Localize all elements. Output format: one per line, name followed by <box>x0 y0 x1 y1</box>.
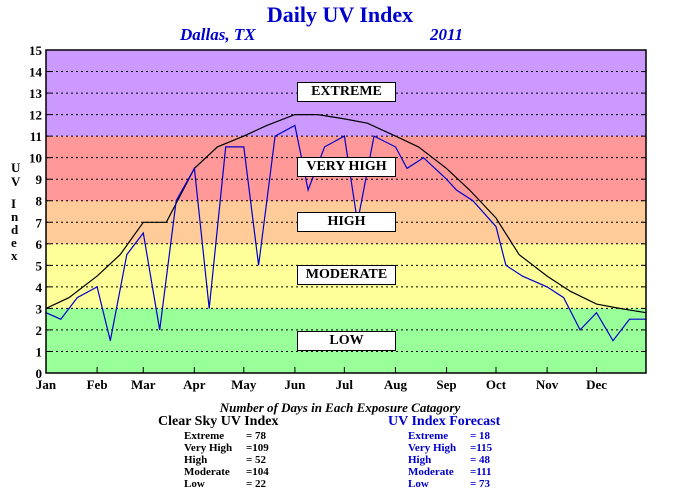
ylabel-letter: d <box>11 222 19 237</box>
ylabel-letter: n <box>11 209 19 224</box>
series-line-clear-sky <box>45 113 647 314</box>
y-tick-label: 15 <box>29 43 43 58</box>
x-tick-label: Jun <box>284 377 306 392</box>
x-tick-label: Aug <box>384 377 408 392</box>
x-tick-label: Apr <box>183 377 206 392</box>
x-tick-label: Mar <box>131 377 156 392</box>
forecast-row-label: High <box>408 454 432 466</box>
y-tick-label: 12 <box>29 108 42 123</box>
band-label-high: HIGH <box>297 212 396 232</box>
y-tick-label: 5 <box>36 258 43 273</box>
clear-sky-row-value: = 52 <box>246 454 267 466</box>
y-tick-label: 11 <box>30 129 42 144</box>
clear-sky-row-label: High <box>184 454 208 466</box>
clear-sky-row-value: =104 <box>246 466 269 478</box>
location-subtitle: Dallas, TX <box>180 25 256 44</box>
ylabel-letter: x <box>11 248 18 263</box>
x-tick-label: Nov <box>536 377 559 392</box>
chart-title: Daily UV Index <box>266 2 414 27</box>
x-tick-label: Dec <box>586 377 607 392</box>
y-tick-label: 9 <box>36 172 43 187</box>
y-tick-label: 6 <box>36 237 43 252</box>
clear-sky-row-label: Low <box>184 478 205 490</box>
series-line-forecast <box>45 124 646 342</box>
band-label-low: LOW <box>297 331 396 351</box>
x-tick-label: Oct <box>486 377 507 392</box>
clear-sky-row-label: Extreme <box>184 430 225 442</box>
forecast-row-label: Moderate <box>408 466 454 478</box>
plot-frame <box>45 49 647 374</box>
y-tick-label: 0 <box>36 366 43 381</box>
forecast-row-label: Extreme <box>408 430 449 442</box>
y-tick-label: 10 <box>29 151 42 166</box>
forecast-row-label: Very High <box>408 442 457 454</box>
y-tick-label: 8 <box>36 194 43 209</box>
forecast-row-value: =111 <box>470 466 492 478</box>
clear-sky-row-value: =109 <box>246 442 269 454</box>
forecast-row-value: =115 <box>470 442 493 454</box>
forecast-row-value: = 48 <box>470 454 491 466</box>
clear-sky-row-label: Very High <box>184 442 233 454</box>
y-tick-label: 13 <box>29 86 43 101</box>
forecast-table-title: UV Index Forecast <box>388 414 501 429</box>
clear-sky-row-value: = 22 <box>246 478 267 490</box>
y-tick-label: 1 <box>36 344 43 359</box>
clear-sky-table-title: Clear Sky UV Index <box>158 414 279 429</box>
forecast-row-label: Low <box>408 478 429 490</box>
ylabel-letter: e <box>11 235 17 250</box>
y-tick-label: 14 <box>29 65 43 80</box>
x-tick-label: Jan <box>36 377 57 392</box>
x-tick-label: Sep <box>436 377 456 392</box>
year-subtitle: 2011 <box>430 25 464 44</box>
band-label-moderate: MODERATE <box>297 265 396 285</box>
summary-caption: Number of Days in Each Exposure Catagory <box>219 400 461 415</box>
clear-sky-row-label: Moderate <box>184 466 230 478</box>
forecast-row-value: = 18 <box>470 430 491 442</box>
x-tick-label: May <box>231 377 257 392</box>
ylabel-letter: U <box>11 160 21 175</box>
ylabel-letter: V <box>11 174 21 189</box>
band-label-extreme: EXTREME <box>297 82 396 102</box>
y-tick-label: 3 <box>36 301 43 316</box>
ylabel-letter: I <box>11 196 17 211</box>
x-tick-label: Jul <box>336 377 354 392</box>
clear-sky-row-value: = 78 <box>246 430 267 442</box>
x-tick-label: Feb <box>87 377 108 392</box>
y-tick-label: 2 <box>36 323 43 338</box>
band-label-very-high: VERY HIGH <box>297 157 396 177</box>
y-tick-label: 7 <box>36 215 43 230</box>
y-tick-label: 4 <box>36 280 43 295</box>
forecast-row-value: = 73 <box>470 478 491 490</box>
